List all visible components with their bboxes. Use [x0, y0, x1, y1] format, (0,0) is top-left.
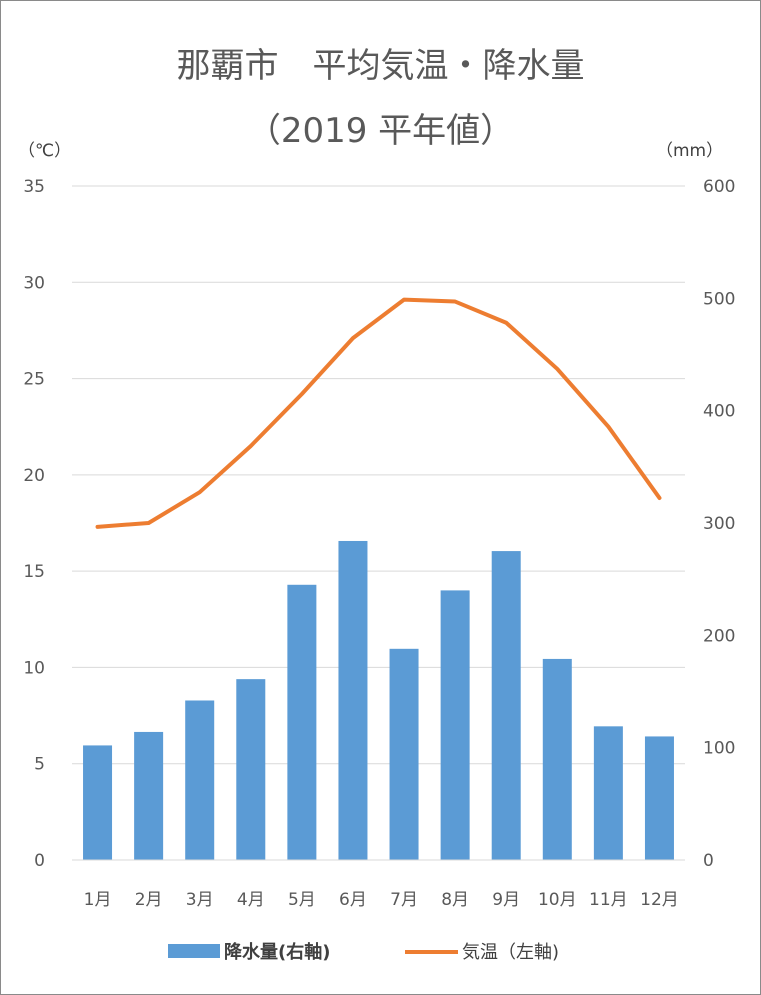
- point-temperature: [300, 392, 304, 396]
- point-temperature: [402, 298, 406, 302]
- x-axis-tick-label: 1月: [84, 890, 112, 910]
- left-axis-tick-label: 10: [23, 658, 45, 678]
- x-axis-tick-label: 4月: [237, 890, 265, 910]
- right-axis-unit: （mm）: [656, 141, 724, 161]
- legend-swatch-precipitation: [168, 944, 220, 958]
- line-temperature: [95, 297, 662, 529]
- point-temperature: [453, 300, 457, 304]
- left-axis-tick-label: 25: [23, 370, 45, 390]
- right-axis-tick-label: 500: [703, 289, 735, 309]
- left-axis-tick-label: 0: [34, 851, 45, 871]
- bar-precipitation: [440, 590, 470, 860]
- left-axis-tick-label: 15: [23, 562, 45, 582]
- point-temperature: [351, 336, 355, 340]
- right-axis-tick-label: 300: [703, 514, 735, 534]
- bar-precipitation: [134, 731, 164, 860]
- left-axis-tick-label: 5: [34, 755, 45, 775]
- left-axis-tick-label: 20: [23, 466, 45, 486]
- point-temperature: [198, 490, 202, 494]
- left-axis-unit: （℃）: [18, 141, 72, 161]
- bar-precipitation: [593, 726, 623, 860]
- x-axis-tick-label: 2月: [135, 890, 163, 910]
- point-temperature: [249, 444, 253, 448]
- point-temperature: [96, 525, 100, 529]
- bar-precipitation: [644, 736, 674, 860]
- bar-precipitation: [338, 540, 368, 860]
- chart-title: 那覇市 平均気温・降水量: [176, 46, 585, 86]
- bar-precipitation: [287, 584, 317, 860]
- bar-precipitation: [83, 745, 113, 860]
- bar-precipitation: [389, 648, 419, 860]
- point-temperature: [657, 496, 661, 500]
- point-temperature: [147, 521, 151, 525]
- x-axis-tick-label: 10月: [538, 890, 577, 910]
- point-temperature: [606, 425, 610, 429]
- left-axis-tick-label: 30: [23, 273, 45, 293]
- x-axis-tick-label: 3月: [186, 890, 214, 910]
- x-axis-tick-label: 8月: [441, 890, 469, 910]
- right-axis-tick-label: 600: [703, 177, 735, 197]
- bar-precipitation: [236, 679, 266, 860]
- x-axis-tick-label: 6月: [339, 890, 367, 910]
- bar-precipitation: [185, 700, 215, 860]
- x-axis-tick-label: 11月: [589, 890, 628, 910]
- x-axis-tick-label: 5月: [288, 890, 316, 910]
- legend-label-precipitation: 降水量(右軸): [224, 941, 330, 963]
- x-axis-tick-label: 7月: [390, 890, 418, 910]
- bar-precipitation: [491, 551, 521, 860]
- right-axis-tick-label: 200: [703, 626, 735, 646]
- x-axis-tick-label: 12月: [640, 890, 679, 910]
- left-axis-tick-label: 35: [23, 177, 45, 197]
- bar-precipitation: [542, 658, 572, 860]
- right-axis-tick-label: 100: [703, 739, 735, 759]
- right-axis-tick-label: 0: [703, 851, 714, 871]
- right-axis-tick-label: 400: [703, 402, 735, 422]
- x-axis-tick-label: 9月: [492, 890, 520, 910]
- point-temperature: [504, 321, 508, 325]
- legend-label-temperature: 気温（左軸): [462, 942, 559, 963]
- chart-subtitle: （2019 平年値）: [246, 111, 515, 151]
- point-temperature: [555, 367, 559, 371]
